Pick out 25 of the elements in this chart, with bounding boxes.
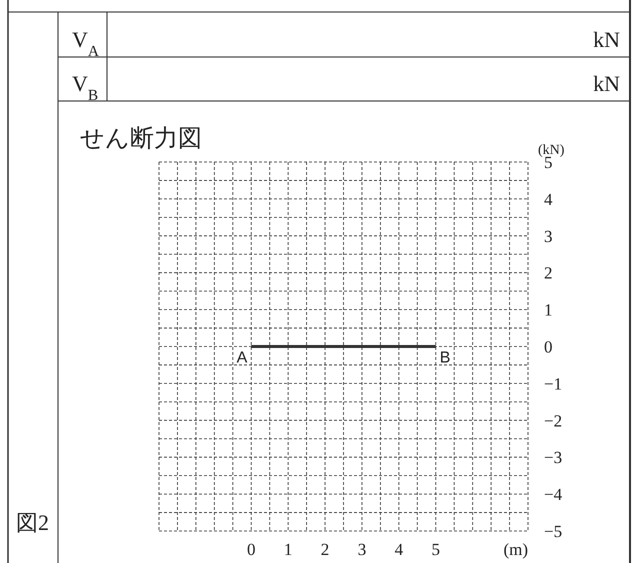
y-tick-label: 0	[544, 338, 552, 356]
y-tick-label: −5	[544, 522, 562, 541]
caption: 図2	[16, 510, 49, 535]
text: kN	[593, 27, 620, 52]
y-tick-label: −1	[544, 374, 562, 394]
x-tick-label: 3	[358, 540, 366, 559]
y-tick-label: −3	[544, 448, 562, 468]
x-tick-label: 1	[284, 540, 292, 559]
text: V$_{A}$	[72, 27, 100, 60]
y-tick-label: 3	[544, 226, 552, 246]
text: V$_{B}$	[72, 71, 98, 104]
y-tick-label: 2	[544, 264, 552, 283]
annotation: A	[236, 350, 248, 366]
y-tick-label: 4	[544, 190, 553, 209]
text: kN	[593, 71, 620, 96]
y-tick-label: 1	[544, 300, 552, 320]
x-tick-label: 0	[247, 540, 256, 559]
x-tick-label: 2	[320, 540, 330, 559]
y-tick-label: −4	[544, 485, 563, 504]
x-tick-label: 4	[394, 540, 404, 559]
annotation: B	[440, 350, 450, 366]
chart-title: せん断力図	[80, 124, 202, 152]
y-tick-label: −2	[544, 411, 562, 430]
x-tick-label: 5	[432, 540, 440, 559]
x-axis-title: (m)	[503, 540, 528, 559]
